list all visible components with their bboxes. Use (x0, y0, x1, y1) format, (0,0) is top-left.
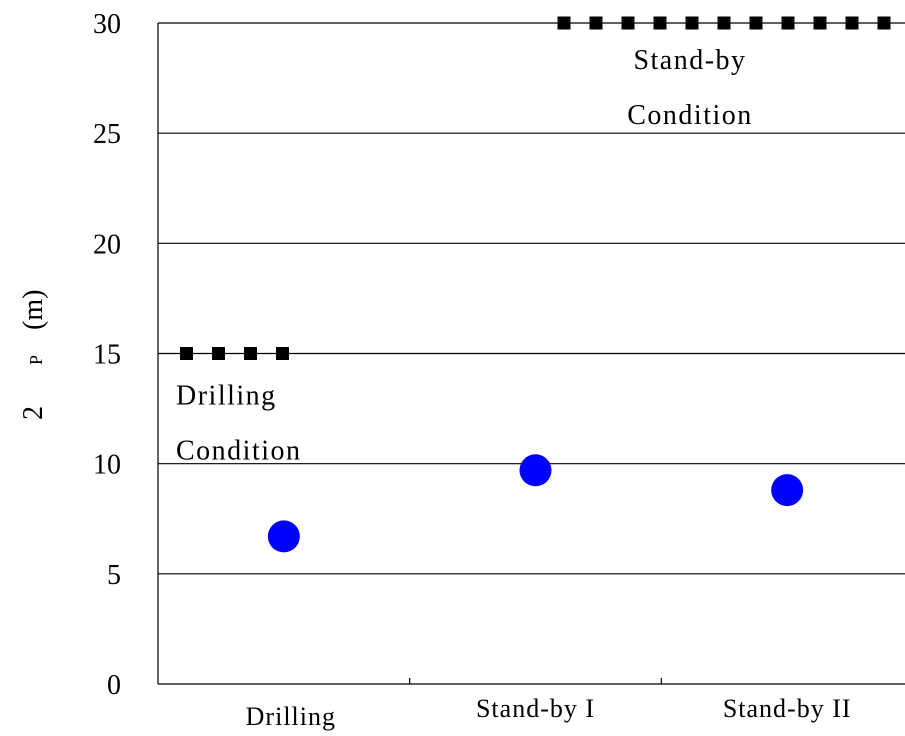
y-tick-label: 15 (93, 340, 121, 371)
threshold-marker (621, 16, 635, 30)
x-tick-label: Stand-by II (723, 694, 852, 723)
threshold-marker (877, 16, 891, 30)
y-axis-label-unit: (m) (18, 290, 49, 330)
y-tick-label: 5 (107, 560, 121, 591)
threshold-marker (212, 347, 225, 360)
threshold-annotation: Stand-by (633, 45, 746, 76)
threshold-annotation: Condition (176, 436, 302, 467)
threshold-marker (717, 16, 731, 30)
threshold-marker (244, 347, 257, 360)
threshold-annotation: Drilling (176, 381, 277, 412)
y-axis-label: 2 P (m) (18, 290, 49, 420)
y-tick-label: 30 (93, 9, 121, 40)
y-axis-label-symbol: 2 (18, 406, 49, 420)
threshold-marker (180, 347, 193, 360)
x-tick-label: Drilling (246, 702, 336, 731)
threshold-marker (845, 16, 859, 30)
threshold-marker (749, 16, 763, 30)
x-tick-label: Stand-by I (476, 694, 595, 723)
data-point (519, 454, 552, 487)
threshold-marker (557, 16, 571, 30)
y-axis-label-subscript: P (26, 355, 46, 365)
threshold-marker (276, 347, 289, 360)
y-tick-label: 10 (93, 450, 121, 481)
point-layer (267, 454, 804, 553)
threshold-marker (685, 16, 699, 30)
label-layer: 0 5 10 15 20 25 30 Drilling Stand-by I Stand-by I… (18, 9, 852, 731)
threshold-marker (653, 16, 667, 30)
data-point (267, 520, 300, 553)
y-tick-label: 0 (107, 670, 121, 701)
y-tick-label: 25 (93, 119, 121, 150)
axis-layer (157, 23, 905, 685)
threshold-marker (781, 16, 795, 30)
data-point (771, 474, 804, 507)
threshold-layer (180, 16, 891, 360)
threshold-marker (589, 16, 603, 30)
threshold-annotation: Condition (627, 100, 753, 131)
y-tick-label: 20 (93, 229, 121, 260)
threshold-marker (813, 16, 827, 30)
